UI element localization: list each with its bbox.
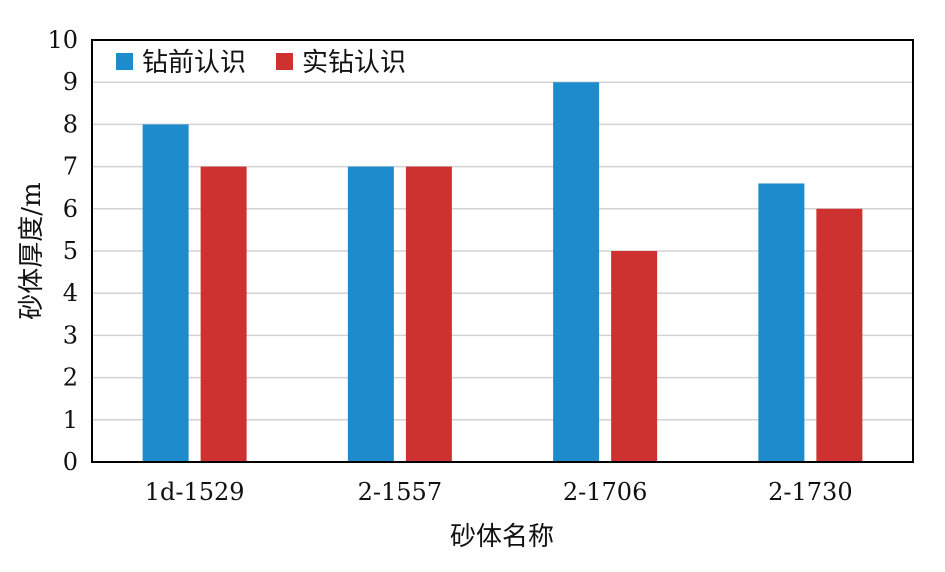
y-tick-label: 9 [63, 68, 78, 96]
plot-frame [91, 39, 914, 463]
legend: 钻前认识 实钻认识 [116, 48, 406, 78]
y-tick-label: 10 [47, 26, 78, 54]
y-tick-label: 4 [63, 279, 78, 307]
bar-2-2-1730 [816, 208, 863, 462]
y-tick-label: 7 [63, 153, 78, 181]
bar-1-2-1706 [553, 82, 600, 462]
bar-1-2-1557 [347, 166, 394, 462]
legend-label: 实钻认识 [302, 48, 406, 78]
y-tick-label: 3 [63, 321, 78, 349]
bar-2-1d-1529 [200, 166, 247, 462]
bar-1-1d-1529 [142, 124, 189, 463]
x-tick-label: 2-1706 [563, 478, 647, 506]
bar-2-2-1706 [611, 251, 658, 462]
y-tick-label: 5 [63, 237, 78, 265]
y-tick-label: 6 [63, 195, 78, 223]
y-tick-label: 1 [63, 406, 78, 434]
x-tick-label: 2-1730 [768, 478, 852, 506]
bar-2-2-1557 [405, 166, 452, 462]
x-tick-label: 1d-1529 [145, 478, 245, 506]
y-tick-label: 8 [63, 110, 78, 138]
y-tick-label: 2 [63, 364, 78, 392]
x-axis-ticks: 1d-1529 2-1557 2-1706 2-1730 [145, 478, 853, 506]
bars [142, 82, 863, 463]
y-axis-ticks: 0 1 2 3 4 5 6 7 8 9 10 [47, 26, 78, 476]
y-axis-title: 砂体厚度/m [17, 182, 47, 319]
legend-label: 钻前认识 [142, 48, 246, 78]
bar-1-2-1730 [758, 183, 805, 463]
legend-swatch [116, 53, 133, 70]
legend-swatch [276, 53, 293, 70]
y-tick-label: 0 [63, 448, 78, 476]
x-tick-label: 2-1557 [358, 478, 442, 506]
x-axis-title: 砂体名称 [450, 522, 554, 552]
